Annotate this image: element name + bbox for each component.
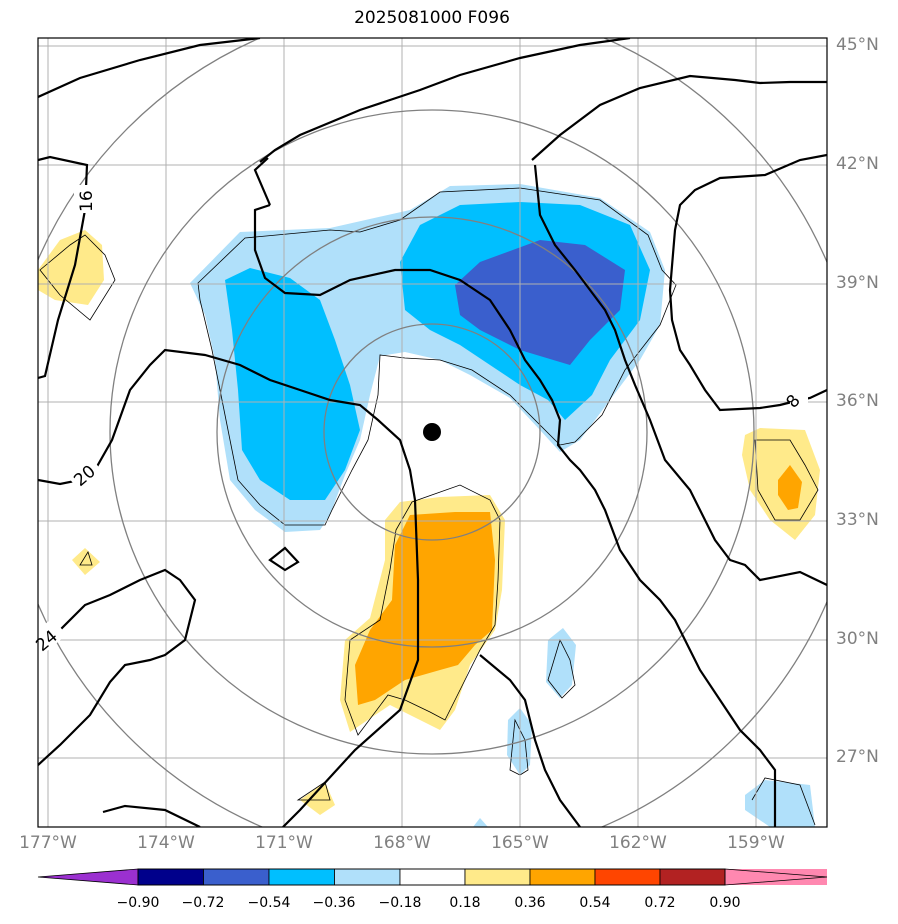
lat-label-33n: 33°N xyxy=(836,510,879,530)
colorbar-tick: 0.90 xyxy=(709,895,741,911)
range-circles xyxy=(38,38,827,827)
lat-label-42n: 42°N xyxy=(836,154,879,174)
shade-neg-018-small-1 xyxy=(546,628,576,698)
shade-neg-036-west xyxy=(225,268,360,500)
colorbar-tick: 0.18 xyxy=(449,895,481,911)
storm-center-marker xyxy=(423,423,441,441)
colorbar-tick: −0.72 xyxy=(181,895,225,911)
colorbar-tick: −0.90 xyxy=(116,895,160,911)
lon-label-174w: 174°W xyxy=(137,833,195,853)
shade-neg-018-small-4 xyxy=(473,818,488,827)
shade-pos-036-east xyxy=(778,465,802,510)
colorbar-tick: 0.36 xyxy=(514,895,546,911)
colorbar-tick: −0.18 xyxy=(378,895,422,911)
gridlines xyxy=(38,38,827,827)
colorbar-tick: −0.36 xyxy=(312,895,356,911)
lat-label-39n: 39°N xyxy=(836,273,879,293)
lat-label-30n: 30°N xyxy=(836,629,879,649)
shade-pos-018-small-1 xyxy=(72,548,100,575)
lon-label-171w: 171°W xyxy=(255,833,313,853)
lon-label-165w: 165°W xyxy=(491,833,549,853)
map-title: 2025081000 F096 xyxy=(354,8,510,28)
colorbar-tick: −0.54 xyxy=(247,895,291,911)
lat-label-45n: 45°N xyxy=(836,35,879,55)
contour-label-16: 16 xyxy=(77,190,97,212)
shade-neg-018-small-3 xyxy=(745,780,815,827)
lat-label-36n: 36°N xyxy=(836,391,879,411)
thick-contours xyxy=(38,38,827,827)
colorbar xyxy=(37,868,828,886)
lon-label-168w: 168°W xyxy=(373,833,431,853)
lat-label-27n: 27°N xyxy=(836,747,879,767)
map-area xyxy=(38,38,827,827)
lon-label-159w: 159°W xyxy=(727,833,785,853)
colorbar-tick: 0.54 xyxy=(579,895,611,911)
shade-pos-036-main xyxy=(355,512,495,705)
colorbar-tick: 0.72 xyxy=(644,895,676,911)
lon-label-162w: 162°W xyxy=(609,833,667,853)
shade-pos-018-small-2 xyxy=(300,782,335,815)
shade-neg-054 xyxy=(455,240,625,365)
shade-pos-018-west xyxy=(38,230,104,305)
colorbar-extend-left xyxy=(37,868,139,886)
map-frame xyxy=(37,37,828,828)
lon-label-177w: 177°W xyxy=(19,833,77,853)
